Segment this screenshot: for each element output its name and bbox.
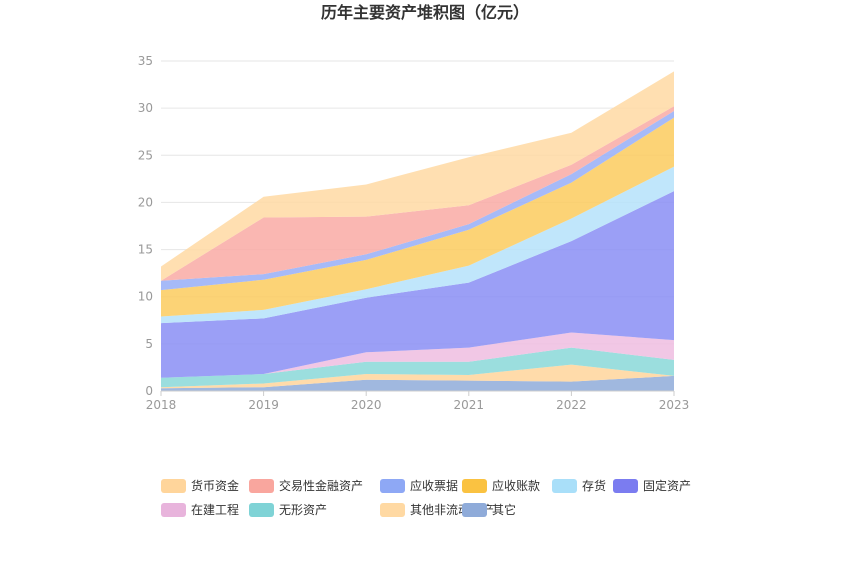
legend-item[interactable]: 存货 xyxy=(552,478,606,493)
legend-item[interactable]: 固定资产 xyxy=(613,478,691,493)
legend-swatch xyxy=(249,503,274,517)
legend-swatch xyxy=(613,479,638,493)
y-tick-label: 35 xyxy=(138,54,153,68)
area-series-8[interactable] xyxy=(161,106,674,281)
y-tick-label: 15 xyxy=(138,243,153,257)
legend-swatch xyxy=(380,503,405,517)
area-series-1[interactable] xyxy=(161,364,674,389)
legend-label: 存货 xyxy=(582,478,606,493)
legend-label: 货币资金 xyxy=(191,478,239,493)
legend-swatch xyxy=(462,479,487,493)
x-tick-label: 2019 xyxy=(248,398,279,412)
legend-swatch xyxy=(552,479,577,493)
x-tick-label: 2023 xyxy=(659,398,690,412)
x-tick-label: 2022 xyxy=(556,398,587,412)
legend-label: 固定资产 xyxy=(643,478,691,493)
y-tick-label: 10 xyxy=(138,290,153,304)
legend-label: 应收票据 xyxy=(410,478,458,493)
legend-swatch xyxy=(161,479,186,493)
legend-item[interactable]: 其它 xyxy=(462,502,516,517)
area-series-2[interactable] xyxy=(161,347,674,388)
legend-item[interactable]: 无形资产 xyxy=(249,503,327,517)
area-series-3[interactable] xyxy=(161,332,674,378)
chart-title: 历年主要资产堆积图（亿元） xyxy=(320,3,529,22)
area-series-4[interactable] xyxy=(161,191,674,378)
legend-label: 交易性金融资产 xyxy=(279,478,363,493)
legend-item[interactable]: 应收票据 xyxy=(380,478,458,493)
y-tick-label: 0 xyxy=(145,384,153,398)
y-tick-label: 20 xyxy=(138,195,153,209)
legend-label: 在建工程 xyxy=(191,502,239,517)
legend-label: 应收账款 xyxy=(492,478,540,493)
area-series-9[interactable] xyxy=(161,71,674,281)
area-series-6[interactable] xyxy=(161,117,674,317)
axis-layer: 0 5 10 15 20 25 30 35 2018 2019 2020 2021 2022 2023 xyxy=(138,54,690,412)
legend-swatch xyxy=(462,503,487,517)
legend-swatch xyxy=(249,479,274,493)
x-tick-label: 2021 xyxy=(454,398,485,412)
legend-label: 无形资产 xyxy=(279,503,327,517)
x-tick-label: 2018 xyxy=(146,398,177,412)
area-series-0[interactable] xyxy=(161,375,674,391)
legend-swatch xyxy=(380,479,405,493)
y-tick-label: 5 xyxy=(145,337,153,351)
legend-item[interactable]: 交易性金融资产 xyxy=(249,478,363,493)
legend-item[interactable]: 在建工程 xyxy=(161,502,239,517)
y-tick-label: 30 xyxy=(138,101,153,115)
legend-item[interactable]: 应收账款 xyxy=(462,478,540,493)
y-tick-label: 25 xyxy=(138,148,153,162)
legend-swatch xyxy=(161,503,186,517)
legend-label: 其它 xyxy=(492,502,516,517)
x-tick-label: 2020 xyxy=(351,398,382,412)
area-series-layer xyxy=(161,71,674,391)
legend-item[interactable]: 货币资金 xyxy=(161,478,239,493)
